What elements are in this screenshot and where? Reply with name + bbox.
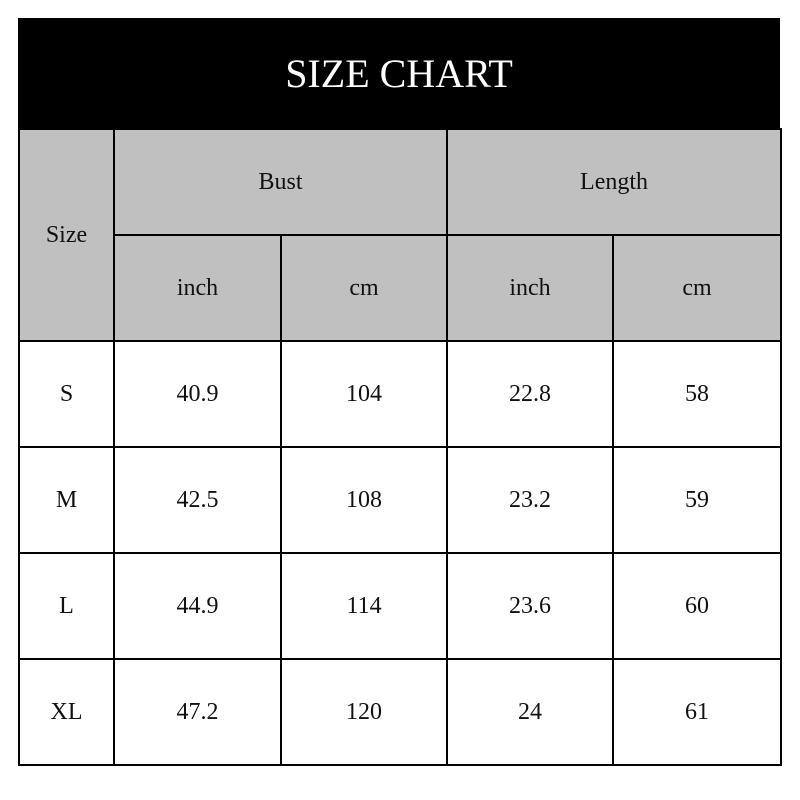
header-row-groups: Size Bust Length [18, 128, 783, 342]
size-chart: SIZE CHART Size Bust Length inch cm inch… [18, 18, 783, 766]
header-row-units: inch cm inch cm [19, 234, 783, 342]
cell-length-inch: 22.8 [446, 340, 615, 448]
chart-title: SIZE CHART [18, 18, 780, 128]
cell-bust-inch: 47.2 [113, 658, 282, 766]
cell-size: M [18, 446, 115, 554]
cell-bust-cm: 108 [279, 446, 449, 554]
header-size: Size [18, 128, 115, 342]
table-row: XL 47.2 120 24 61 [18, 658, 783, 766]
header-length: Length [446, 128, 783, 236]
cell-size: S [18, 340, 115, 448]
table-row: L 44.9 114 23.6 60 [18, 552, 783, 660]
cell-bust-inch: 42.5 [113, 446, 282, 554]
header-bust-inch: inch [113, 234, 282, 342]
table-row: M 42.5 108 23.2 59 [18, 446, 783, 554]
cell-length-cm: 61 [612, 658, 783, 766]
cell-length-inch: 24 [446, 658, 615, 766]
cell-length-cm: 60 [612, 552, 783, 660]
size-table: Size Bust Length inch cm inch cm S 40.9 10… [18, 128, 783, 766]
cell-bust-inch: 44.9 [113, 552, 282, 660]
cell-length-cm: 58 [612, 340, 783, 448]
cell-bust-inch: 40.9 [113, 340, 282, 448]
table-row: S 40.9 104 22.8 58 [18, 340, 783, 448]
cell-length-inch: 23.2 [446, 446, 615, 554]
cell-bust-cm: 120 [279, 658, 449, 766]
cell-length-cm: 59 [612, 446, 783, 554]
cell-bust-cm: 104 [279, 340, 449, 448]
header-bust: Bust [112, 128, 449, 236]
header-length-cm: cm [612, 234, 783, 342]
cell-bust-cm: 114 [279, 552, 449, 660]
cell-size: XL [18, 658, 115, 766]
header-bust-cm: cm [279, 234, 449, 342]
cell-length-inch: 23.6 [446, 552, 615, 660]
cell-size: L [18, 552, 115, 660]
header-length-inch: inch [446, 234, 615, 342]
